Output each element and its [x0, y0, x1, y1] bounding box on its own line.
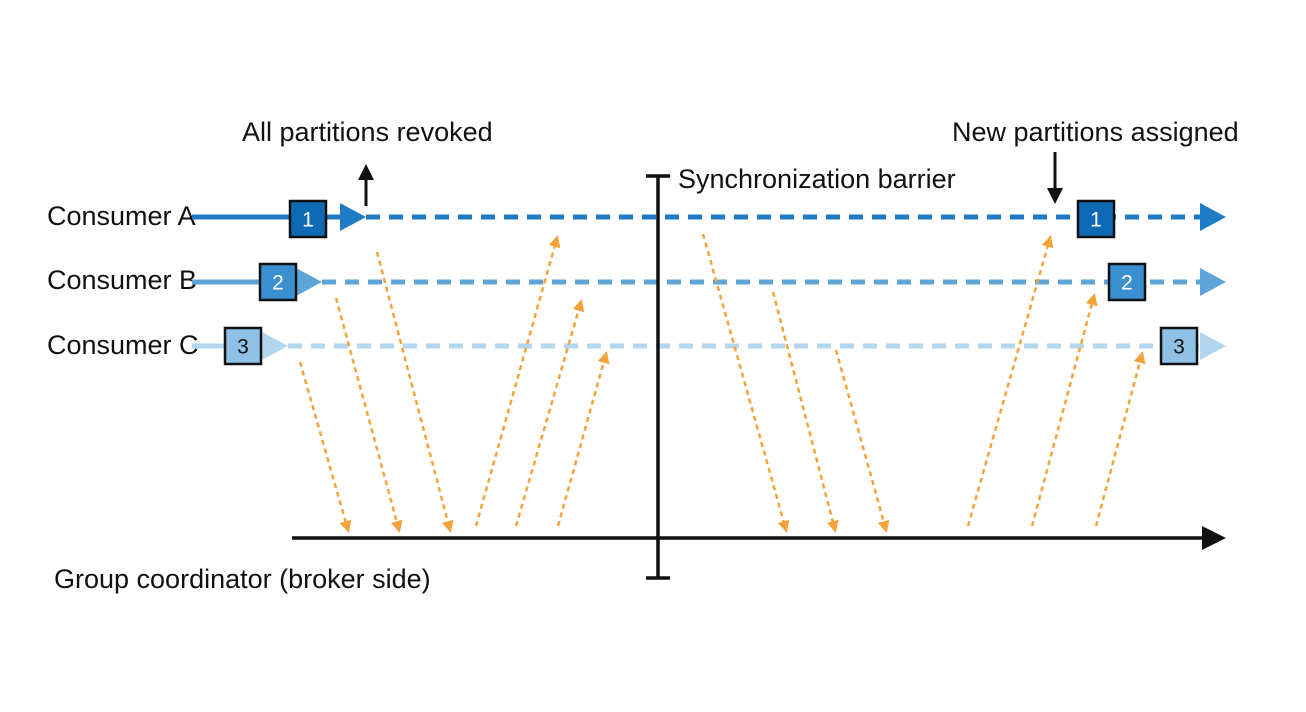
consumer-b-arrowhead-end — [1200, 268, 1226, 296]
consumer-c-new-partition-badge — [1159, 326, 1199, 366]
join-request-arrow-a — [375, 251, 454, 533]
consumer-a-arrowhead-end — [1200, 203, 1226, 231]
join-request-arrow-b — [334, 297, 403, 533]
consumer-b-timeline: Consumer B 2 2 — [47, 262, 1226, 302]
consumer-c-timeline: Consumer C 3 3 — [47, 326, 1226, 366]
sync-request-arrow-b — [771, 291, 839, 533]
coordinator-arrowhead — [1202, 526, 1226, 550]
consumer-c-label: Consumer C — [47, 330, 199, 360]
consumer-b-new-partition-badge — [1107, 262, 1147, 302]
barrier-label: Synchronization barrier — [678, 164, 956, 194]
group-coordinator-axis: Group coordinator (broker side) — [54, 526, 1226, 594]
coordinator-label: Group coordinator (broker side) — [54, 564, 431, 594]
consumer-c-partition-badge — [223, 326, 263, 366]
consumer-c-badge-number: 3 — [237, 336, 249, 359]
consumer-a-arrowhead-1 — [340, 203, 366, 231]
consumer-a-new-partition-badge — [1076, 199, 1116, 239]
consumer-b-partition-badge — [258, 262, 298, 302]
assigned-label: New partitions assigned — [952, 117, 1239, 147]
assigned-annotation: New partitions assigned — [952, 117, 1239, 204]
sync-request-arrow-c — [834, 349, 890, 533]
message-arrows — [298, 233, 1146, 533]
revoked-label: All partitions revoked — [242, 117, 493, 147]
consumer-b-new-badge-number: 2 — [1121, 272, 1133, 295]
consumer-c-arrowhead-1 — [262, 332, 288, 360]
consumer-b-badge-number: 2 — [272, 272, 284, 295]
consumer-c-arrowhead-end — [1200, 332, 1226, 360]
sync-response-arrow-b — [1030, 293, 1098, 527]
consumer-c-new-badge-number: 3 — [1173, 336, 1185, 359]
sync-response-arrow-c — [1094, 351, 1146, 527]
join-response-arrow-c — [556, 351, 610, 527]
consumer-a-badge-number: 1 — [302, 209, 314, 232]
consumer-a-partition-badge — [288, 199, 328, 239]
revoked-annotation: All partitions revoked — [242, 117, 493, 206]
consumer-a-label: Consumer A — [47, 201, 196, 231]
consumer-b-arrowhead-1 — [296, 268, 322, 296]
consumer-a-timeline: Consumer A 1 1 — [47, 199, 1226, 239]
consumer-b-label: Consumer B — [47, 265, 197, 295]
sync-request-arrow-a — [701, 233, 790, 533]
join-response-arrow-b — [514, 299, 585, 527]
synchronization-barrier: Synchronization barrier — [646, 164, 956, 580]
sync-response-arrow-a — [966, 235, 1054, 527]
join-response-arrow-a — [474, 235, 561, 527]
consumer-a-new-badge-number: 1 — [1090, 209, 1102, 232]
join-request-arrow-c — [298, 361, 352, 533]
